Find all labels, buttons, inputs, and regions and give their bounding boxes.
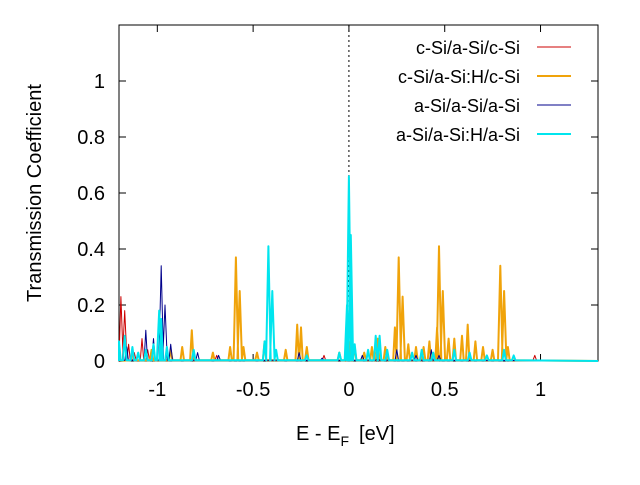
- x-axis-label-unit: [eV]: [359, 423, 395, 445]
- x-tick-label: -0.5: [236, 379, 270, 401]
- x-axis-label-main: E - E: [296, 423, 340, 445]
- legend-label: c-Si/a-Si/c-Si: [416, 38, 520, 58]
- legend-label: c-Si/a-Si:H/c-Si: [398, 67, 520, 87]
- plot-frame: [118, 24, 599, 362]
- legend-label: a-Si/a-Si/a-Si: [414, 96, 520, 116]
- legend-label: a-Si/a-Si:H/a-Si: [396, 125, 520, 145]
- y-tick-label: 0.8: [77, 127, 105, 149]
- y-tick-label: 1: [94, 71, 105, 93]
- x-axis-label: E - EF [eV]: [296, 423, 395, 449]
- x-tick-label: 1: [535, 379, 546, 401]
- ticks-group: -1 -0.5 0 0.5 1 0 0.2 0.4 0.6 0.8 1: [77, 25, 598, 401]
- x-tick-label: 0: [343, 379, 354, 401]
- legend: c-Si/a-Si/c-Si c-Si/a-Si:H/c-Si a-Si/a-Si/…: [396, 38, 571, 145]
- series-line-4: [118, 175, 599, 362]
- y-tick-label: 0: [94, 351, 105, 373]
- y-tick-label: 0.4: [77, 239, 105, 261]
- x-tick-label: 0.5: [431, 379, 459, 401]
- y-axis-label: Transmission Coefficient: [24, 84, 46, 302]
- x-tick-label: -1: [148, 379, 166, 401]
- series-line-1: [118, 296, 599, 362]
- y-tick-label: 0.2: [77, 295, 105, 317]
- y-tick-label: 0.6: [77, 183, 105, 205]
- series-group: [118, 175, 599, 362]
- series-line-2: [118, 245, 599, 362]
- x-axis-label-subscript: F: [340, 433, 349, 449]
